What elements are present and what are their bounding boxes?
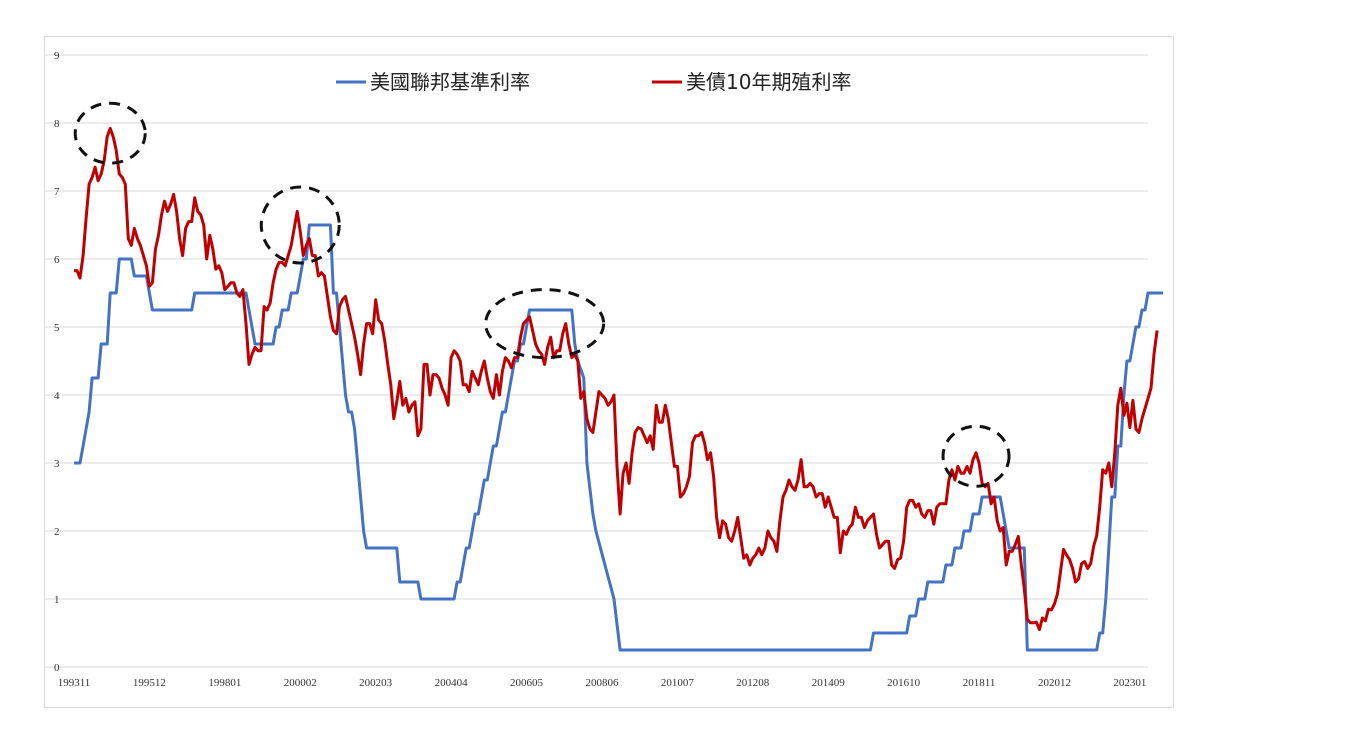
x-tick-label: 201409 bbox=[812, 677, 846, 689]
y-tick-label: 2 bbox=[54, 526, 60, 538]
x-tick-label: 201007 bbox=[661, 677, 695, 689]
dashed-circle-annotation bbox=[259, 185, 341, 265]
y-tick-label: 8 bbox=[54, 118, 60, 130]
chart-frame bbox=[44, 36, 1174, 708]
x-tick-label: 200806 bbox=[585, 677, 619, 689]
y-tick-label: 6 bbox=[54, 254, 60, 266]
x-tick-label: 199512 bbox=[133, 677, 166, 689]
dashed-circle-annotation bbox=[484, 288, 606, 360]
legend-label: 美國聯邦基準利率 bbox=[370, 70, 530, 94]
x-tick-label: 202301 bbox=[1113, 677, 1146, 689]
legend-label: 美債10年期殖利率 bbox=[686, 70, 851, 94]
dashed-circle-annotation bbox=[941, 424, 1011, 488]
y-tick-label: 4 bbox=[54, 390, 60, 402]
x-tick-label: 200203 bbox=[359, 677, 393, 689]
series-line-fed-funds-rate bbox=[74, 223, 1164, 652]
y-tick-label: 7 bbox=[54, 186, 60, 198]
series-line-treasury-10y-yield bbox=[74, 126, 1159, 632]
y-tick-label: 3 bbox=[54, 458, 60, 470]
x-tick-label: 202012 bbox=[1038, 677, 1071, 689]
x-tick-label: 199801 bbox=[208, 677, 241, 689]
x-tick-label: 201610 bbox=[887, 677, 921, 689]
y-tick-label: 9 bbox=[54, 50, 60, 62]
dashed-circle-annotation bbox=[73, 101, 147, 165]
x-tick-label: 200605 bbox=[510, 677, 544, 689]
y-tick-label: 0 bbox=[54, 662, 60, 674]
x-tick-label: 201208 bbox=[736, 677, 770, 689]
y-tick-label: 5 bbox=[54, 322, 60, 334]
x-tick-label: 201811 bbox=[963, 677, 996, 689]
x-tick-label: 200404 bbox=[435, 677, 469, 689]
x-tick-label: 200002 bbox=[284, 677, 317, 689]
y-tick-label: 1 bbox=[54, 594, 60, 606]
x-tick-label: 199311 bbox=[58, 677, 91, 689]
